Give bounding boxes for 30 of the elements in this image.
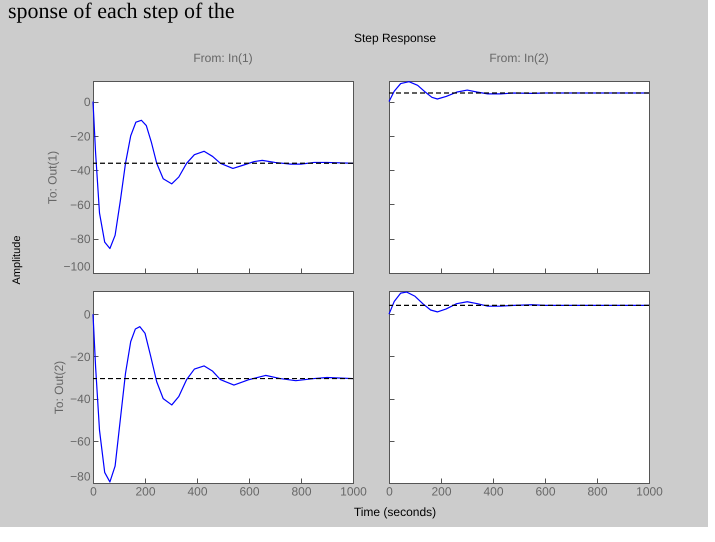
x-tick-label: 1000 [340,484,368,498]
x-tick-label: 0 [386,484,394,498]
x-tick-label: 800 [291,484,312,498]
x-tick-label: 800 [587,484,608,498]
x-tick-label: 600 [535,484,556,498]
x-tick-label: 600 [239,484,260,498]
x-tick-label: 200 [431,484,452,498]
chart-subtitle: From: In(2) [489,51,549,65]
y-tick-label: 0 [84,308,91,322]
x-tick-label: 1000 [636,484,664,498]
y-tick-label: −20 [70,350,91,364]
y-tick-label: −60 [70,198,91,212]
y-axis-title: To: Out(1) [45,150,60,204]
text: Time (seconds) [354,505,436,519]
y-tick-label: −40 [70,164,91,178]
x-tick-label: 400 [187,484,208,498]
y-axis-title: To: Out(2) [52,360,66,414]
y-tick-label: −60 [70,434,91,448]
y-tick-label: −80 [70,470,91,484]
text: sponse of each step of the [8,0,235,23]
y-tick-label: −80 [70,232,91,246]
y-tick-label: 0 [84,95,91,110]
chart-subtitle: From: In(1) [193,51,253,65]
x-tick-label: 400 [483,484,504,498]
y-tick-label: −100 [63,260,91,274]
text: Step Response [354,31,436,45]
x-tick-label: 200 [135,484,156,498]
y-tick-label: −20 [70,129,91,144]
text: Amplitude [11,236,23,284]
y-tick-label: −40 [70,392,91,406]
